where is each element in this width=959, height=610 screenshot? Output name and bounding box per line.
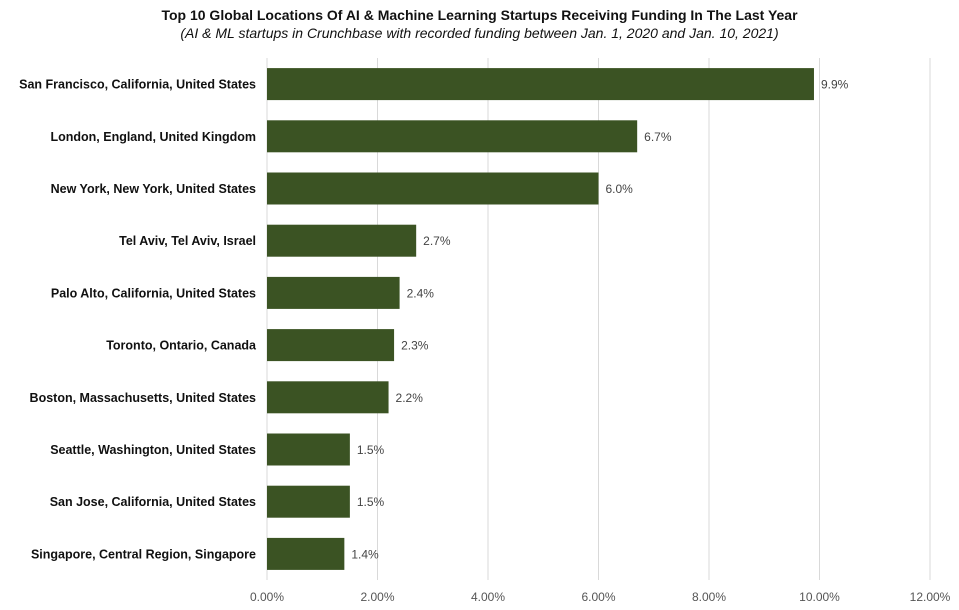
chart-header: Top 10 Global Locations Of AI & Machine … [0,6,959,42]
data-label: 2.7% [423,234,451,248]
bar [267,120,638,153]
bar [267,485,350,518]
data-label: 9.9% [821,78,849,92]
category-label: Palo Alto, California, United States [51,286,256,300]
bar [267,68,814,101]
category-label: Seattle, Washington, United States [50,443,256,457]
x-tick-label: 6.00% [581,590,615,604]
category-label: Singapore, Central Region, Singapore [31,547,256,561]
data-label: 2.4% [407,286,435,300]
chart-subtitle: (AI & ML startups in Crunchbase with rec… [180,25,779,41]
category-label: Boston, Massachusetts, United States [30,391,256,405]
data-label: 1.5% [357,495,385,509]
x-tick-label: 12.00% [910,590,951,604]
x-axis-ticks: 0.00% 2.00% 4.00% 6.00% 8.00% 10.00% 12.00% [250,590,951,604]
data-label: 6.7% [644,130,672,144]
bar [267,381,389,414]
bar [267,276,400,309]
category-label: London, England, United Kingdom [50,130,256,144]
x-tick-label: 0.00% [250,590,284,604]
bar [267,537,345,570]
data-label: 1.5% [357,443,385,457]
category-label: San Francisco, California, United States [19,78,256,92]
value-labels: 9.9% 6.7% 6.0% 2.7% 2.4% 2.3% 2.2% 1.5% 1.5% 1.4% [351,78,848,562]
x-tick-label: 10.00% [799,590,840,604]
category-label: San Jose, California, United States [50,495,256,509]
category-label: Toronto, Ontario, Canada [106,339,257,353]
x-tick-label: 4.00% [471,590,505,604]
bar [267,433,350,466]
bar [267,329,395,362]
bars [267,68,814,570]
bar [267,224,417,257]
data-label: 2.3% [401,339,429,353]
category-labels: San Francisco, California, United States… [19,78,257,562]
bar [267,172,599,205]
x-tick-label: 8.00% [692,590,726,604]
category-label: Tel Aviv, Tel Aviv, Israel [119,234,256,248]
data-label: 2.2% [396,391,424,405]
data-label: 1.4% [351,547,379,561]
category-label: New York, New York, United States [51,182,256,196]
chart-title: Top 10 Global Locations Of AI & Machine … [161,7,798,23]
data-label: 6.0% [606,182,634,196]
x-tick-label: 2.00% [360,590,394,604]
